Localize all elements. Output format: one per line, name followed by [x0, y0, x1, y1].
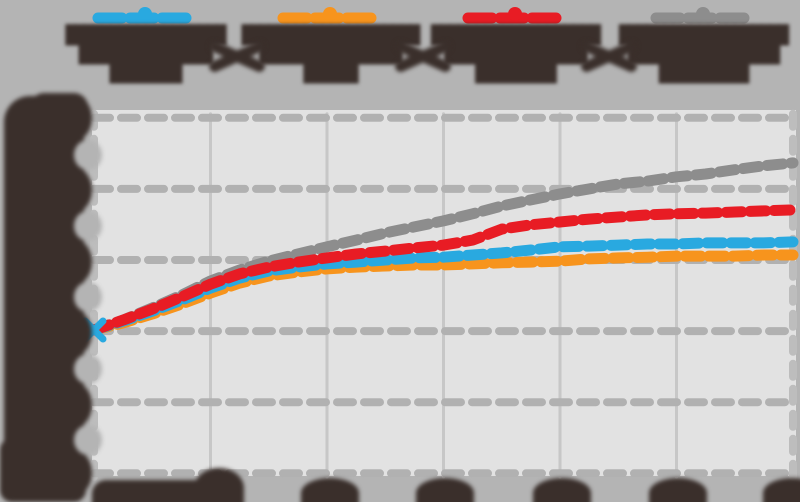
red-line-marker-icon: [462, 7, 568, 24]
chart-legend: ██████████████████ ███████████████ █████…: [0, 0, 800, 96]
legend-label-blob: ███████████████████ ████████████████ ███…: [431, 25, 601, 84]
legend-item-orange: ████████████████████ ████████████████ ██…: [237, 2, 423, 83]
blue-line-marker-icon: [92, 7, 198, 24]
legend-label-blob: ████████████████████ ████████████████ ██…: [241, 25, 421, 84]
gray-line-marker-icon: [650, 7, 756, 24]
legend-item-red: ███████████████████ ████████████████ ███…: [422, 2, 608, 83]
legend-label-blob: ███████████████████ █████████████████ ██…: [619, 25, 789, 84]
red-series-line: [88, 204, 799, 336]
legend-label-blob: ██████████████████ ███████████████ █████…: [65, 25, 226, 84]
data-series-lines: [88, 157, 799, 336]
legend-item-blue: ██████████████████ ███████████████ █████…: [52, 2, 238, 83]
legend-text-merge-blob: [207, 40, 267, 74]
legend-text-merge-blob: [579, 40, 639, 74]
legend-item-gray: ███████████████████ █████████████████ ██…: [610, 2, 796, 83]
legend-text-merge-blob: [393, 40, 453, 74]
orange-line-marker-icon: [277, 7, 383, 24]
